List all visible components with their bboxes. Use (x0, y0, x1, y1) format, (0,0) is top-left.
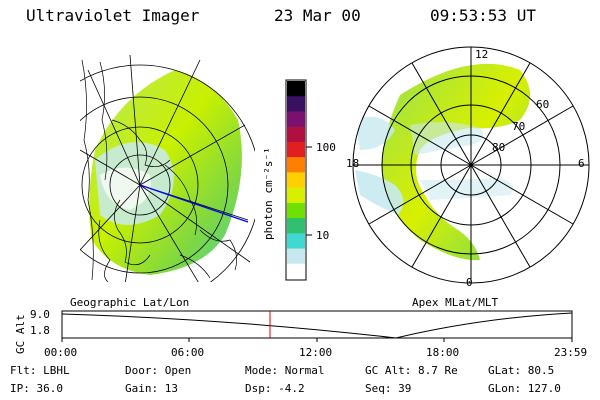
timeline-xtick-1200: 12:00 (299, 346, 333, 359)
colorbar-band (287, 81, 305, 97)
status-glon: GLon: 127.0 (488, 382, 561, 395)
right-panel-caption: Apex MLat/MLT (412, 296, 499, 309)
status-ip-label: IP: (10, 382, 30, 395)
timeline-xtick-0600: 06:00 (171, 346, 205, 359)
status-glon-label: GLon: (488, 382, 522, 395)
timeline-ytick-low: 1.8 (30, 324, 50, 337)
geographic-map (80, 54, 255, 282)
colorbar-band (287, 172, 305, 189)
status-dsp-label: Dsp: (245, 382, 272, 395)
mlat-label-70: 70 (512, 120, 526, 133)
status-gain: Gain: 13 (125, 382, 178, 395)
status-gain-value: 13 (164, 382, 178, 395)
colorbar-band (287, 141, 305, 158)
status-mode: Mode: Normal (245, 364, 325, 377)
status-gcalt-value: 8.7 Re (417, 364, 458, 377)
instrument-title: Ultraviolet Imager (26, 6, 200, 25)
mlt-label-6: 6 (578, 157, 585, 170)
status-dsp: Dsp: -4.2 (245, 382, 305, 395)
status-dsp-value: -4.2 (278, 382, 305, 395)
timeline-ytick-high: 9.0 (30, 308, 50, 321)
status-gain-label: Gain: (125, 382, 159, 395)
timeline-xtick-2359: 23:59 (554, 346, 588, 359)
status-seq-value: 39 (398, 382, 412, 395)
left-panel-caption: Geographic Lat/Lon (70, 296, 190, 309)
mlat-label-60: 60 (536, 98, 550, 111)
status-glat-value: 80.5 (527, 364, 555, 377)
mlt-label-18: 18 (346, 157, 360, 170)
status-door: Door: Open (125, 364, 191, 377)
colorbar-band (287, 111, 305, 128)
colorbar (285, 79, 312, 281)
colorbar-band (287, 202, 305, 219)
mlt-label-12: 12 (475, 48, 489, 61)
status-flt: Flt: LBHL (10, 364, 70, 377)
colorbar-band (287, 248, 305, 265)
timeline-xtick-1800: 18:00 (426, 346, 460, 359)
status-door-value: Open (164, 364, 192, 377)
mag-grid (352, 46, 590, 284)
status-door-label: Door: (125, 364, 159, 377)
colorbar-unit-label: photon cm⁻²s⁻¹ (262, 147, 275, 240)
date-label: 23 Mar 00 (274, 6, 361, 25)
status-flt-value: LBHL (43, 364, 70, 377)
status-flt-label: Flt: (10, 364, 37, 377)
sun-direction-line (139, 184, 249, 223)
aurora-oval-mag (382, 63, 530, 261)
colorbar-tick-100: 100 (316, 141, 336, 154)
mlat-label-80: 80 (492, 141, 506, 154)
status-mode-value: Normal (284, 364, 325, 377)
colorbar-band (287, 218, 305, 234)
status-gcalt-label: GC Alt: (365, 364, 412, 377)
altitude-curve (61, 312, 573, 339)
colorbar-band (287, 126, 305, 143)
status-glat: GLat: 80.5 (488, 364, 554, 377)
status-mode-label: Mode: (245, 364, 279, 377)
status-ip: IP: 36.0 (10, 382, 63, 395)
mlt-label-0: 0 (466, 276, 473, 289)
status-gcalt: GC Alt: 8.7 Re (365, 364, 458, 377)
status-seq-label: Seq: (365, 382, 392, 395)
timeline-xtick-0000: 00:00 (44, 346, 78, 359)
colorbar-band (287, 187, 305, 204)
status-glon-value: 127.0 (527, 382, 561, 395)
status-glat-label: GLat: (488, 364, 522, 377)
status-ip-value: 36.0 (36, 382, 64, 395)
colorbar-band (287, 263, 305, 280)
timeline-axis-label: GC Alt (14, 314, 27, 354)
colorbar-tick-10: 10 (316, 229, 330, 242)
colorbar-band (287, 157, 305, 173)
status-seq: Seq: 39 (365, 382, 411, 395)
altitude-timeline (61, 310, 573, 342)
magnetic-polar-plot (352, 46, 590, 284)
coastlines (81, 59, 237, 282)
colorbar-band (287, 233, 305, 250)
colorbar-band (287, 96, 305, 112)
time-label: 09:53:53 UT (430, 6, 536, 25)
